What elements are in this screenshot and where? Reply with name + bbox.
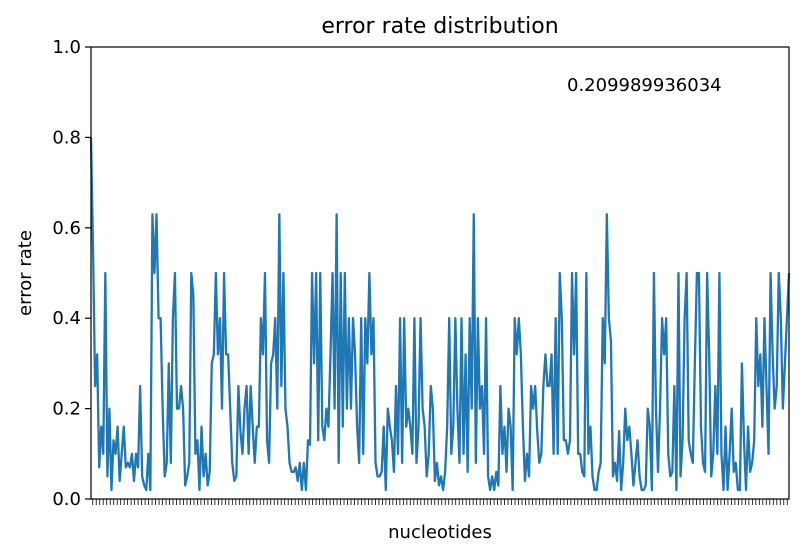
chart-title: error rate distribution [321,14,558,39]
x-axis-label: nucleotides [388,522,492,543]
y-tick-label: 0.2 [52,399,81,420]
y-tick-label: 0.4 [52,308,81,329]
annotation-text: 0.209989936034 [567,75,722,96]
y-tick-label: 0.6 [52,218,81,239]
y-tick-label: 0.0 [52,489,81,510]
plot-frame [90,46,790,500]
y-axis-label: error rate [15,230,36,316]
y-tick-label: 1.0 [52,37,81,58]
y-tick-label: 0.8 [52,127,81,148]
series-line [89,137,791,492]
x-axis [92,499,788,505]
y-axis: 0.0 0.2 0.4 0.6 0.8 1.0 [52,37,91,510]
